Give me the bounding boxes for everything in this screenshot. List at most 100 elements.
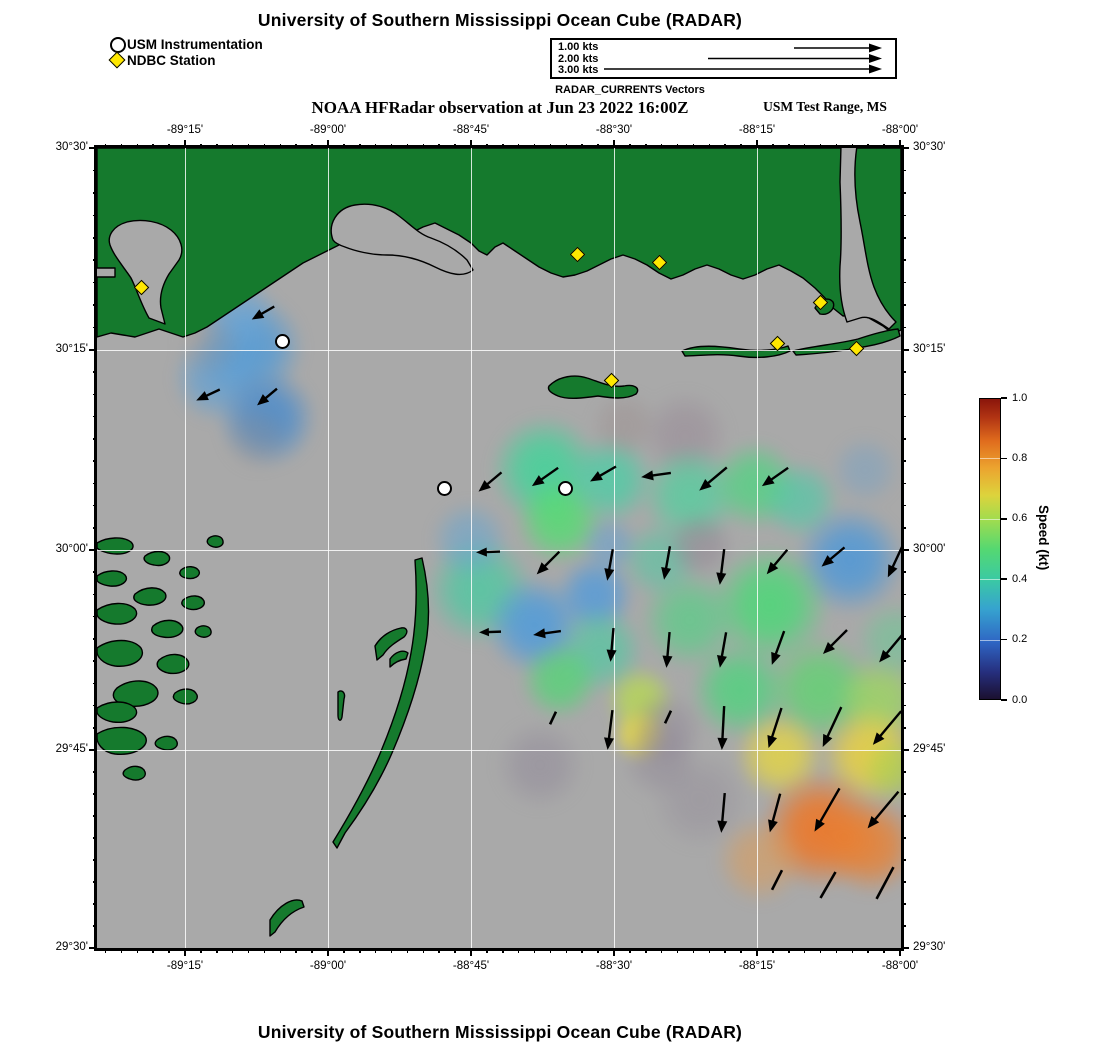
colorbar-title: Speed (kt) [1036, 505, 1051, 571]
lon-tick-bottom [343, 948, 345, 953]
lon-label-top: -88°45' [452, 124, 490, 136]
lon-tick-bottom [803, 948, 806, 953]
lat-tick-right [901, 903, 906, 905]
lon-label-top: -89°00' [309, 124, 347, 136]
current-vector [606, 627, 617, 662]
current-vector [548, 711, 558, 725]
lon-tick-top [311, 143, 313, 148]
mobile-bay-water [839, 148, 897, 330]
lat-tick-right [901, 504, 906, 507]
lat-tick-left [92, 460, 97, 462]
colorbar-gridline [980, 518, 1000, 520]
lon-tick-top [629, 143, 631, 148]
lat-tick-right [901, 169, 906, 172]
lat-tick-right [901, 859, 906, 861]
lon-tick-bottom [438, 948, 440, 953]
lon-tick-top [470, 140, 472, 148]
lat-tick-right [901, 615, 906, 618]
lat-tick-right [901, 571, 906, 573]
lon-tick-top [676, 143, 679, 148]
usm-instrumentation-marker [437, 481, 452, 496]
current-vector [768, 793, 782, 833]
lon-label-top: -88°00' [881, 124, 919, 136]
lon-tick-top [533, 143, 536, 148]
lon-tick-top [597, 143, 599, 148]
colorbar-gridline [980, 639, 1000, 641]
lat-tick-right [901, 527, 906, 529]
lat-tick-left [92, 237, 97, 239]
lat-tick-right [901, 259, 906, 261]
lon-tick-top [613, 140, 615, 148]
lat-label-right: 30°15' [913, 343, 946, 355]
lon-tick-bottom [819, 948, 822, 953]
current-vector [767, 707, 783, 748]
lat-tick-left [92, 660, 97, 662]
lon-tick-top [263, 143, 266, 148]
lon-tick-bottom [597, 948, 599, 953]
current-vector [717, 792, 728, 833]
lat-tick-right [901, 438, 906, 440]
lat-label-left: 30°00' [55, 543, 88, 555]
lon-tick-bottom [263, 948, 266, 953]
range-label: USM Test Range, MS [763, 99, 887, 114]
lon-tick-top [438, 143, 440, 148]
lat-tick-right [901, 192, 906, 194]
colorbar-gridline [980, 458, 1000, 460]
lon-label-bottom: -88°00' [881, 960, 919, 972]
lon-tick-bottom [327, 948, 329, 956]
lat-tick-right [901, 482, 906, 485]
lat-label-right: 30°30' [913, 141, 946, 153]
lat-label-right: 29°45' [913, 743, 946, 755]
lon-tick-top [788, 143, 790, 148]
marsh-island [151, 619, 184, 639]
current-vector [822, 706, 843, 747]
legend-ndbc-label: NDBC Station [127, 53, 216, 68]
lon-tick-bottom [390, 948, 393, 953]
mainland-coast [97, 148, 901, 338]
legend-ndbc-diamond-icon [108, 51, 126, 69]
lon-tick-top [883, 143, 885, 148]
marsh-island [97, 602, 138, 625]
lon-tick-top [231, 143, 234, 148]
lon-tick-bottom [486, 948, 488, 953]
marsh-island [97, 570, 128, 587]
lon-tick-top [851, 143, 854, 148]
lat-tick-left [92, 438, 97, 440]
lon-tick-top [835, 143, 838, 148]
current-vector [590, 465, 617, 482]
current-vector [879, 634, 901, 663]
lat-tick-left [92, 815, 97, 817]
lat-tick-right [901, 371, 906, 373]
lat-tick-right [901, 214, 906, 217]
vector-scale-1kt: 1.00 kts [558, 41, 599, 53]
lon-tick-bottom [613, 948, 615, 956]
lon-tick-bottom [835, 948, 838, 953]
lon-tick-top [120, 143, 123, 148]
lat-tick-right [901, 415, 906, 418]
lon-tick-top [152, 143, 154, 148]
lon-tick-bottom [184, 948, 186, 956]
current-vector [867, 790, 900, 829]
lon-tick-top [104, 143, 107, 148]
lon-tick-top [819, 143, 822, 148]
gridline-horizontal [97, 350, 901, 352]
lat-tick-left [92, 482, 97, 485]
colorbar-tick [1001, 518, 1007, 520]
current-vector [531, 466, 559, 487]
speed-blob [217, 368, 317, 468]
west-bay-channel [97, 267, 116, 278]
lat-tick-left [92, 793, 97, 795]
lon-tick-top [454, 143, 456, 148]
current-vector [821, 546, 846, 567]
lon-tick-bottom [168, 948, 170, 953]
lon-tick-bottom [692, 948, 695, 953]
current-vector [662, 631, 673, 668]
lat-tick-right [901, 727, 906, 729]
lon-tick-top [502, 143, 504, 148]
vector-scale-arrows [604, 43, 882, 74]
current-vectors-layer [196, 305, 901, 900]
current-vector [536, 550, 561, 575]
west-bay-water [108, 219, 183, 325]
small-island [269, 899, 305, 937]
